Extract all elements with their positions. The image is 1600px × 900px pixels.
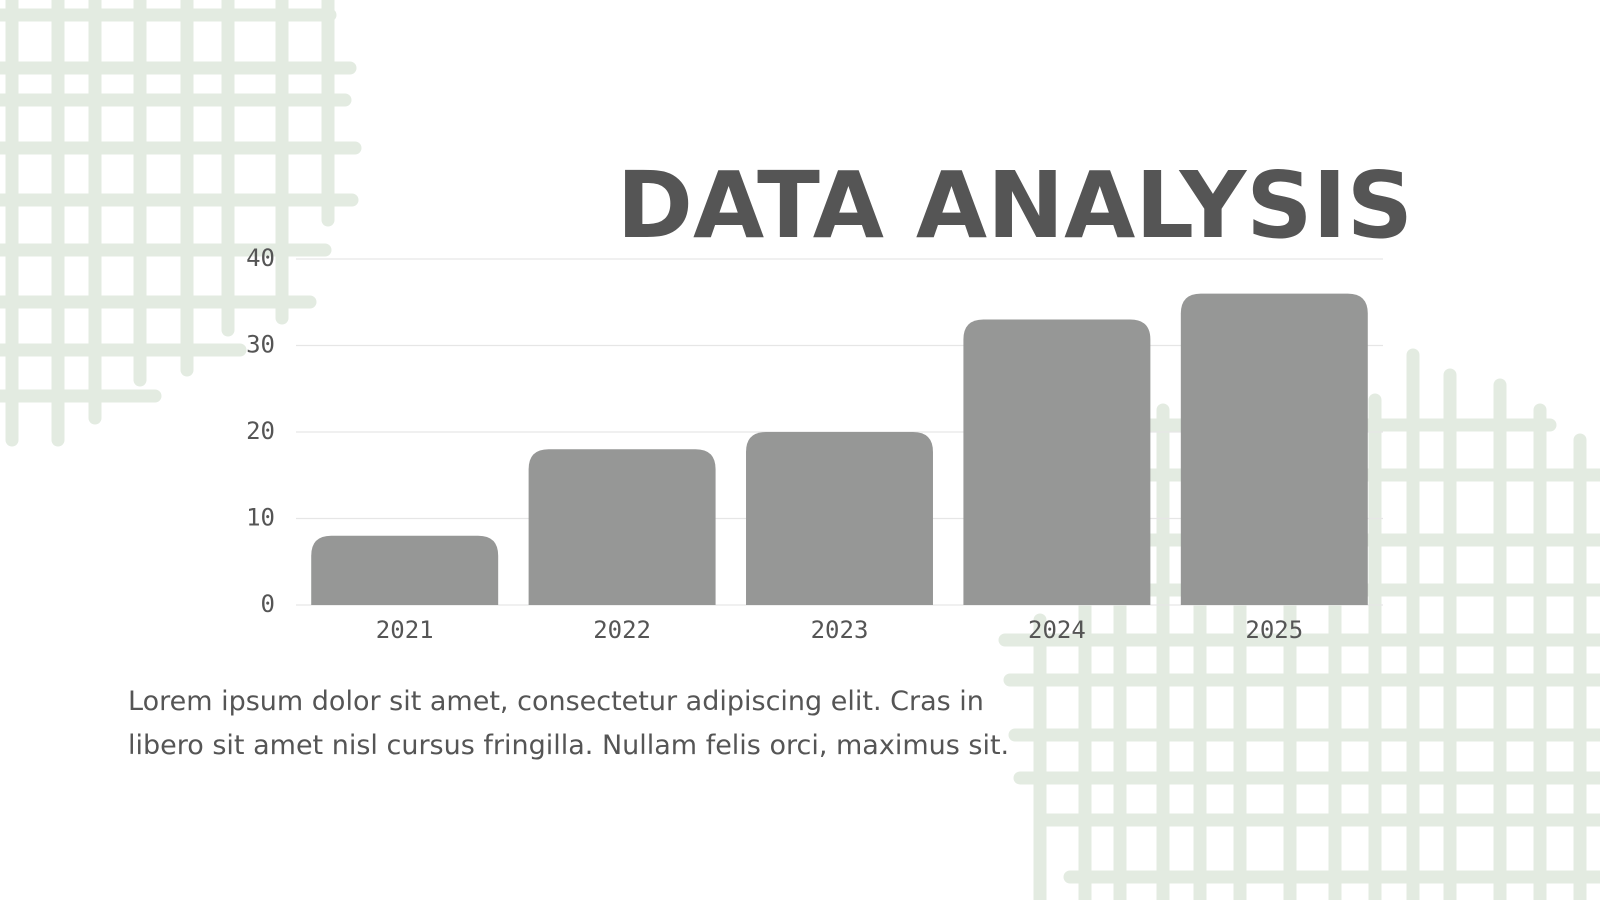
x-tick-label: 2021 (376, 616, 434, 644)
bar (963, 319, 1151, 605)
y-tick-label: 40 (246, 244, 275, 272)
y-tick-label: 30 (246, 331, 275, 359)
body-line: libero sit amet nisl cursus fringilla. N… (128, 730, 1010, 761)
x-tick-label: 2022 (593, 616, 651, 644)
x-tick-label: 2023 (811, 616, 869, 644)
chart-title: DATA ANALYSIS (617, 152, 1413, 259)
y-tick-label: 20 (246, 417, 275, 445)
body-line: Lorem ipsum dolor sit amet, consectetur … (128, 686, 984, 717)
bar (746, 432, 933, 605)
x-tick-label: 2024 (1028, 616, 1086, 644)
bar (311, 535, 499, 605)
plot: 0 10 20 30 40 2021 2022 2023 2024 2025 (246, 244, 1383, 644)
y-tick-label: 0 (261, 590, 275, 618)
bar (1180, 293, 1368, 605)
bar (528, 449, 716, 605)
y-tick-label: 10 (246, 504, 275, 532)
body-text: Lorem ipsum dolor sit amet, consectetur … (128, 680, 1009, 768)
x-tick-label: 2025 (1245, 616, 1303, 644)
